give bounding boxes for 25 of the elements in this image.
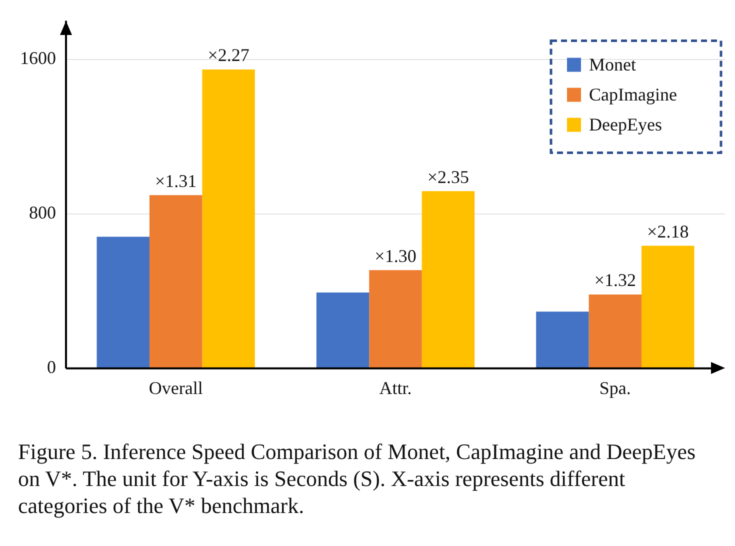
bar bbox=[96, 236, 150, 368]
legend-label: CapImagine bbox=[589, 84, 677, 105]
annotation: ×1.32 bbox=[594, 270, 636, 290]
annotation: ×1.30 bbox=[374, 246, 416, 266]
annotation: ×2.18 bbox=[647, 222, 689, 242]
annotation: ×2.35 bbox=[427, 166, 470, 187]
y-tick-label: 0 bbox=[47, 357, 56, 378]
annotation: ×1.31 bbox=[155, 170, 197, 191]
legend-label: DeepEyes bbox=[589, 114, 662, 135]
bar bbox=[316, 292, 370, 368]
y-tick-label: 1600 bbox=[20, 48, 56, 68]
x-tick-label: Spa. bbox=[599, 378, 631, 398]
bar bbox=[369, 270, 422, 368]
bar bbox=[422, 191, 475, 368]
x-tick-label: Attr. bbox=[379, 378, 412, 398]
bar bbox=[536, 312, 589, 368]
bar bbox=[202, 69, 255, 368]
bar bbox=[642, 246, 694, 368]
bar bbox=[588, 294, 642, 368]
annotation: ×2.27 bbox=[208, 45, 250, 66]
bar bbox=[149, 195, 202, 368]
y-tick-label: 800 bbox=[29, 202, 56, 223]
x-tick-label: Overall bbox=[148, 378, 203, 398]
legend-label: Monet bbox=[589, 54, 636, 75]
caption: Figure 5. Inference Speed Comparison of Monet, CapImagine and DeepEyes on V*. The unit for Y-axis is Seconds (S). X-axis represents different categories of the V* benchmark. bbox=[18, 438, 697, 519]
